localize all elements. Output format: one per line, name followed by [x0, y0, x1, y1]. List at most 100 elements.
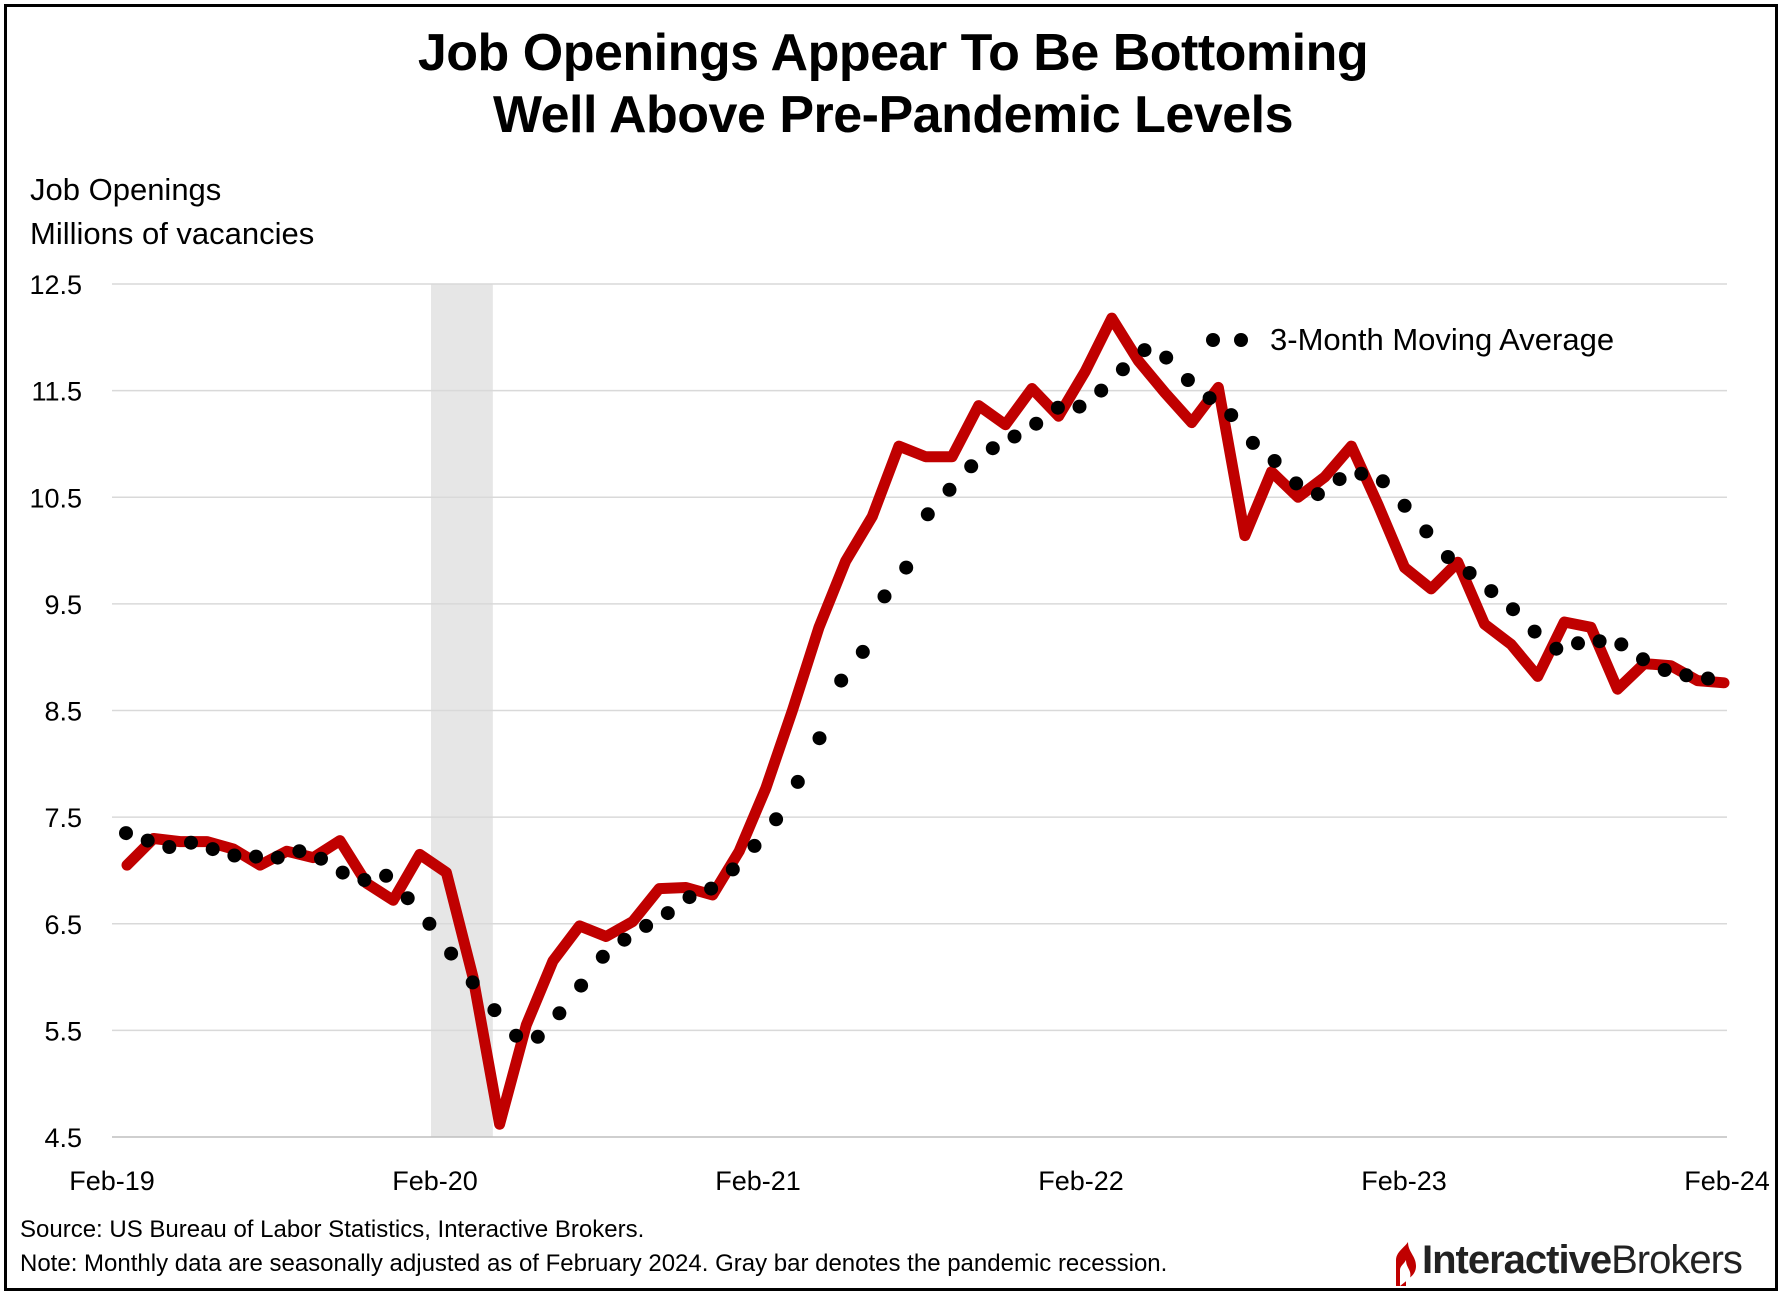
- moving-average-point: [249, 849, 263, 864]
- chart-frame: [4, 4, 1778, 1291]
- y-tick-label: 7.5: [44, 803, 82, 833]
- moving-average-point: [1592, 634, 1607, 649]
- moving-average-point: [1440, 550, 1455, 564]
- moving-average-point: [1007, 429, 1022, 444]
- moving-average-point: [1159, 350, 1174, 365]
- logo-text-bold: Interactive: [1422, 1238, 1612, 1282]
- moving-average-point: [1679, 668, 1694, 683]
- y-tick-label: 12.5: [29, 270, 82, 300]
- moving-average-point: [205, 842, 220, 857]
- moving-average-point: [855, 644, 870, 659]
- moving-average-point: [899, 560, 914, 575]
- moving-average-point: [1506, 602, 1520, 617]
- source-note: Source: US Bureau of Labor Statistics, I…: [20, 1216, 645, 1243]
- x-tick-label: Feb-20: [392, 1166, 478, 1196]
- moving-average-point: [985, 441, 1000, 456]
- moving-average-point: [314, 851, 328, 866]
- moving-average-point: [877, 589, 892, 604]
- moving-average-point: [119, 826, 133, 841]
- y-axis-label-line-2: Millions of vacancies: [30, 216, 315, 251]
- moving-average-point: [595, 949, 610, 964]
- legend-marker-dot: [1206, 333, 1220, 347]
- moving-average-point: [465, 975, 480, 990]
- moving-average-point: [812, 731, 827, 746]
- interactive-brokers-logo: InteractiveBrokers: [1386, 1238, 1776, 1290]
- moving-average-point: [227, 848, 242, 863]
- moving-average-point: [1657, 663, 1672, 677]
- moving-average-point: [1419, 524, 1434, 539]
- y-axis-label-line-1: Job Openings: [30, 172, 222, 207]
- moving-average-point: [444, 946, 459, 961]
- y-tick-label: 9.5: [44, 590, 82, 620]
- moving-average-point: [292, 844, 307, 859]
- moving-average-point: [184, 835, 198, 850]
- moving-average-point: [270, 850, 285, 865]
- moving-average-point: [422, 916, 437, 931]
- moving-average-point: [1332, 472, 1347, 487]
- y-tick-label: 6.5: [44, 910, 82, 940]
- y-tick-label: 10.5: [29, 483, 82, 513]
- moving-average-point: [1202, 391, 1217, 406]
- moving-average-point: [335, 865, 350, 880]
- moving-average-point: [1050, 400, 1065, 415]
- y-tick-label: 5.5: [44, 1016, 82, 1046]
- chart-title: Job Openings Appear To Be Bottoming Well…: [0, 22, 1786, 146]
- moving-average-point: [1484, 584, 1499, 599]
- moving-average-point: [1397, 498, 1412, 513]
- footnote: Note: Monthly data are seasonally adjust…: [20, 1250, 1168, 1277]
- legend-label: 3-Month Moving Average: [1270, 322, 1614, 357]
- moving-average-point: [790, 774, 805, 789]
- moving-average-point: [1115, 362, 1130, 377]
- moving-average-point: [140, 833, 155, 848]
- moving-average-point: [552, 1006, 567, 1021]
- logo-text-regular: Brokers: [1611, 1238, 1743, 1282]
- moving-average-point: [769, 812, 784, 827]
- moving-average-point: [1375, 474, 1390, 489]
- moving-average-point: [357, 873, 372, 887]
- moving-average-point: [487, 1003, 502, 1018]
- moving-average-point: [1224, 408, 1239, 423]
- y-tick-label: 8.5: [44, 697, 82, 727]
- moving-average-point: [1571, 636, 1585, 651]
- moving-average-point: [1527, 624, 1542, 639]
- moving-average-point: [639, 918, 654, 933]
- moving-average-point: [1267, 454, 1282, 468]
- title-line-1: Job Openings Appear To Be Bottoming: [417, 24, 1369, 82]
- moving-average-point: [1180, 373, 1195, 387]
- x-tick-label: Feb-23: [1361, 1166, 1447, 1196]
- title-line-2: Well Above Pre-Pandemic Levels: [493, 86, 1294, 144]
- x-tick-label: Feb-19: [69, 1166, 155, 1196]
- moving-average-point: [660, 906, 675, 921]
- y-tick-label: 11.5: [31, 377, 82, 407]
- moving-average-point: [834, 673, 849, 688]
- x-tick-label: Feb-24: [1684, 1166, 1770, 1196]
- moving-average-point: [942, 482, 957, 497]
- y-axis-label: Job Openings Millions of vacancies: [30, 168, 314, 256]
- moving-average-point: [1310, 487, 1325, 502]
- moving-average-point: [530, 1029, 545, 1044]
- moving-average-point: [1636, 652, 1650, 667]
- y-tick-label: 4.5: [44, 1123, 82, 1153]
- moving-average-point: [920, 507, 935, 522]
- moving-average-point: [747, 838, 762, 853]
- moving-average-point: [1245, 435, 1260, 450]
- moving-average-point: [1354, 466, 1369, 481]
- x-tick-label: Feb-22: [1038, 1166, 1124, 1196]
- moving-average-point: [1462, 566, 1477, 580]
- moving-average-point: [162, 840, 177, 854]
- logo-text: InteractiveBrokers: [1422, 1238, 1743, 1283]
- moving-average-point: [1549, 641, 1564, 656]
- moving-average-point: [704, 881, 719, 896]
- moving-average-point: [400, 891, 415, 906]
- moving-average-point: [1289, 476, 1304, 491]
- moving-average-point: [1094, 383, 1109, 398]
- moving-average-point: [1614, 637, 1629, 652]
- moving-average-point: [1701, 671, 1715, 686]
- moving-average-point: [379, 868, 394, 883]
- moving-average-point: [617, 932, 632, 947]
- job-openings-line: [121, 312, 1730, 1130]
- moving-average-point: [1029, 416, 1044, 431]
- legend-marker-dot: [1234, 333, 1248, 347]
- logo-flame-icon: [1396, 1242, 1416, 1286]
